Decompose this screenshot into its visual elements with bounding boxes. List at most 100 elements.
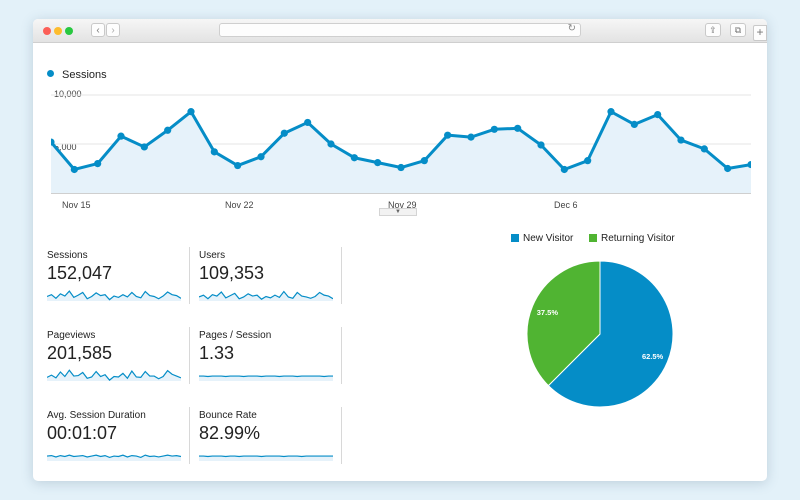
metric-sessions[interactable]: Sessions 152,047 xyxy=(47,250,187,306)
chevron-down-icon: ▼ xyxy=(395,209,401,215)
data-point xyxy=(747,160,751,169)
data-point xyxy=(490,125,498,133)
visitor-type-pie-chart: 62.5% 37.5% xyxy=(526,260,674,408)
legend-item-returning-visitor[interactable]: Returning Visitor xyxy=(589,233,675,244)
data-point xyxy=(140,143,148,151)
metric-value: 201,585 xyxy=(47,343,113,363)
metric-label: Users xyxy=(199,250,226,261)
metric-pages-per-session[interactable]: Pages / Session 1.33 xyxy=(199,330,339,386)
divider xyxy=(341,407,342,464)
sparkline xyxy=(47,290,181,301)
metric-users[interactable]: Users 109,353 xyxy=(199,250,339,306)
sparkline-line xyxy=(47,454,181,459)
data-point xyxy=(677,136,685,144)
collapse-chart-button[interactable]: ▼ xyxy=(379,208,417,216)
series-area xyxy=(51,111,751,193)
data-point xyxy=(94,160,102,168)
sparkline-area xyxy=(199,376,333,381)
data-point xyxy=(584,157,592,165)
sparkline xyxy=(47,454,181,461)
sparkline-line xyxy=(47,369,181,381)
x-tick-label: Dec 6 xyxy=(554,200,578,210)
chevron-left-icon: ‹ xyxy=(96,25,100,36)
metric-value: 152,047 xyxy=(47,263,113,283)
pie-slice-label: 62.5% xyxy=(642,352,664,361)
new-tab-button[interactable]: + xyxy=(753,25,767,41)
x-tick-label: Nov 15 xyxy=(62,200,91,210)
metric-value: 109,353 xyxy=(199,263,265,283)
data-point xyxy=(700,145,708,153)
data-point xyxy=(630,120,638,128)
address-bar[interactable]: ↻ xyxy=(219,23,581,37)
pie-slice xyxy=(547,260,674,408)
sessions-line-chart xyxy=(51,94,751,194)
data-point xyxy=(350,154,358,162)
data-point xyxy=(444,131,452,139)
metric-bounce-rate[interactable]: Bounce Rate 82.99% xyxy=(199,410,339,466)
metric-value: 82.99% xyxy=(199,423,261,443)
sparkline xyxy=(199,375,333,381)
show-tabs-button[interactable]: ⧉ xyxy=(730,23,746,37)
legend-item-new-visitor[interactable]: New Visitor xyxy=(511,233,573,244)
reload-icon[interactable]: ↻ xyxy=(567,23,576,34)
sessions-legend[interactable]: Sessions xyxy=(47,69,107,81)
pie-slice xyxy=(526,260,601,387)
metric-label: Sessions xyxy=(47,250,88,261)
sparkline-area xyxy=(47,455,181,461)
metric-avg-session-duration[interactable]: Avg. Session Duration 00:01:07 xyxy=(47,410,187,466)
x-tick-label: Nov 29 xyxy=(388,200,417,210)
forward-button[interactable]: › xyxy=(106,23,120,37)
pie-slice-label: 37.5% xyxy=(537,308,559,317)
data-point xyxy=(374,159,382,167)
divider xyxy=(189,407,190,464)
back-button[interactable]: ‹ xyxy=(91,23,105,37)
sparkline-line xyxy=(47,290,181,301)
data-point xyxy=(327,140,335,148)
divider xyxy=(341,247,342,304)
data-point xyxy=(280,129,288,137)
close-window-button[interactable] xyxy=(43,27,51,35)
sparkline-line xyxy=(199,290,333,300)
y-tick-label: 5,000 xyxy=(54,142,77,152)
legend-swatch xyxy=(589,234,597,242)
share-icon: ⇪ xyxy=(709,25,717,35)
sparkline xyxy=(199,455,333,461)
sparkline xyxy=(47,369,181,381)
data-point xyxy=(187,108,195,116)
data-point xyxy=(560,165,568,174)
metric-label: Pageviews xyxy=(47,330,96,341)
minimize-window-button[interactable] xyxy=(54,27,62,35)
legend-label: Returning Visitor xyxy=(601,233,675,244)
sparkline-area xyxy=(199,456,333,461)
data-point xyxy=(607,108,615,116)
data-point xyxy=(304,118,312,127)
data-point xyxy=(234,161,242,170)
browser-window: ‹ › ↻ ⇪ ⧉ + Sessions 10,000 5,000 Nov 15… xyxy=(33,19,767,481)
data-point xyxy=(257,153,265,161)
metric-pageviews[interactable]: Pageviews 201,585 xyxy=(47,330,187,386)
legend-label: New Visitor xyxy=(523,233,574,244)
data-point xyxy=(210,148,218,156)
data-point xyxy=(420,157,428,165)
legend-label: Sessions xyxy=(62,69,107,81)
data-point xyxy=(724,164,732,173)
data-point xyxy=(70,165,78,174)
plus-icon: + xyxy=(756,25,764,39)
divider xyxy=(341,327,342,384)
metric-value: 00:01:07 xyxy=(47,423,118,443)
tabs-icon: ⧉ xyxy=(734,25,742,35)
zoom-window-button[interactable] xyxy=(65,27,73,35)
sparkline-area xyxy=(199,291,333,301)
sparkline xyxy=(199,290,333,301)
chevron-right-icon: › xyxy=(111,25,115,36)
metric-label: Bounce Rate xyxy=(199,410,257,421)
metric-label: Avg. Session Duration xyxy=(47,410,146,421)
sparkline-area xyxy=(47,370,181,381)
data-point xyxy=(397,163,405,172)
data-point xyxy=(514,124,522,132)
data-point xyxy=(537,141,545,149)
metric-label: Pages / Session xyxy=(199,330,272,341)
data-point xyxy=(51,138,55,146)
x-tick-label: Nov 22 xyxy=(225,200,254,210)
share-button[interactable]: ⇪ xyxy=(705,23,721,37)
